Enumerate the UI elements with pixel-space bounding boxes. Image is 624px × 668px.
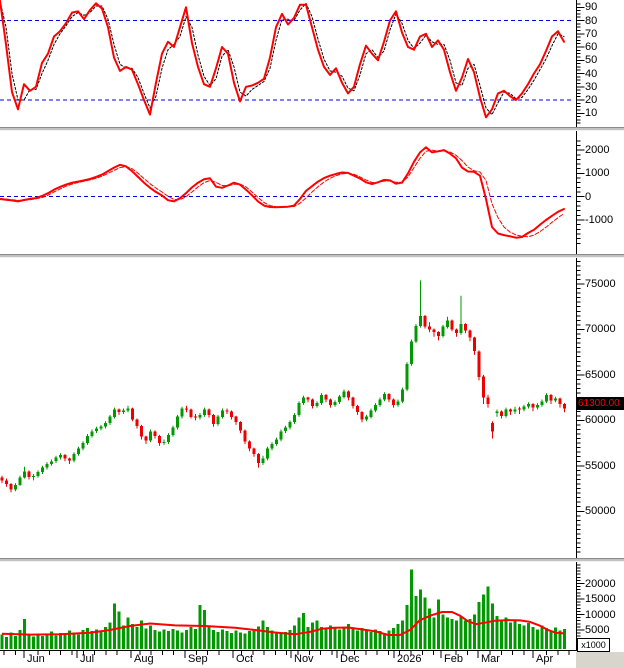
y-axis-tick-label: 60000 xyxy=(585,414,616,427)
stochastic-k xyxy=(0,0,565,119)
x-axis-month-label: Nov xyxy=(294,653,314,665)
y-axis-tick-label: -1000 xyxy=(585,214,614,226)
x-axis-month-label: Apr xyxy=(536,653,554,665)
x-axis-month-label: Mar xyxy=(481,653,500,665)
y-axis-tick-label: 50000 xyxy=(585,505,616,518)
y-axis-tick-label: 0 xyxy=(585,190,592,203)
y-axis-tick-label: 70000 xyxy=(585,323,616,336)
stochastic-d xyxy=(0,0,565,116)
panel-splitter-3[interactable] xyxy=(0,558,624,562)
y-axis-tick-label: 30 xyxy=(585,80,598,93)
y-axis-tick-label: 75000 xyxy=(585,278,616,290)
bottom-right-corner xyxy=(576,652,624,668)
y-axis-tick-label: 2000 xyxy=(585,144,610,157)
y-axis-tick-label: 55000 xyxy=(585,459,616,472)
y-axis-tick-label: 50 xyxy=(585,54,598,67)
x-axis-month-label: Sep xyxy=(188,653,208,665)
y-axis-tick-label: 20 xyxy=(585,94,598,107)
y-axis-tick-label: 20000 xyxy=(585,577,616,590)
macd-line xyxy=(0,146,565,239)
volume-ma xyxy=(1,611,565,636)
y-axis-tick-label: 60 xyxy=(585,41,598,54)
panel-splitter-1[interactable] xyxy=(0,127,624,131)
y-axis-tick-label: 65000 xyxy=(585,368,616,381)
y-axis-tick-label: 10000 xyxy=(585,608,616,621)
x-axis-month-label: Aug xyxy=(134,653,154,665)
x-axis-month-label: Oct xyxy=(236,653,254,665)
volume-unit-label: x1000 xyxy=(577,638,610,652)
y-axis-tick-label: 5000 xyxy=(585,624,610,636)
y-axis-tick-label: 80 xyxy=(585,14,598,27)
x-axis-month-label: Dec xyxy=(340,653,360,665)
y-axis-tick-label: 10 xyxy=(585,107,598,120)
y-axis-tick-label: 40 xyxy=(585,67,598,80)
panel-splitter-2[interactable] xyxy=(0,254,624,258)
y-axis-tick-label: 15000 xyxy=(585,593,616,605)
y-axis-tick-label: 70 xyxy=(585,27,598,40)
last-price-label: 61300.00 xyxy=(577,397,624,410)
y-axis-tick-label: 1000 xyxy=(585,167,610,180)
x-axis-month-label: 2026 xyxy=(397,653,422,665)
y-axis-tick-label: 90 xyxy=(585,1,598,14)
x-axis-month-label: Jul xyxy=(80,653,95,665)
macd-signal xyxy=(0,149,565,238)
x-axis-month-label: Feb xyxy=(444,653,463,665)
x-axis-month-label: Jun xyxy=(27,653,45,665)
